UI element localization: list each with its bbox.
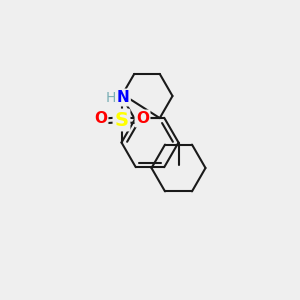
Text: H: H [106, 91, 116, 104]
Text: N: N [117, 90, 129, 105]
Text: O: O [136, 111, 149, 126]
Text: O: O [94, 111, 107, 126]
Text: S: S [115, 110, 128, 130]
